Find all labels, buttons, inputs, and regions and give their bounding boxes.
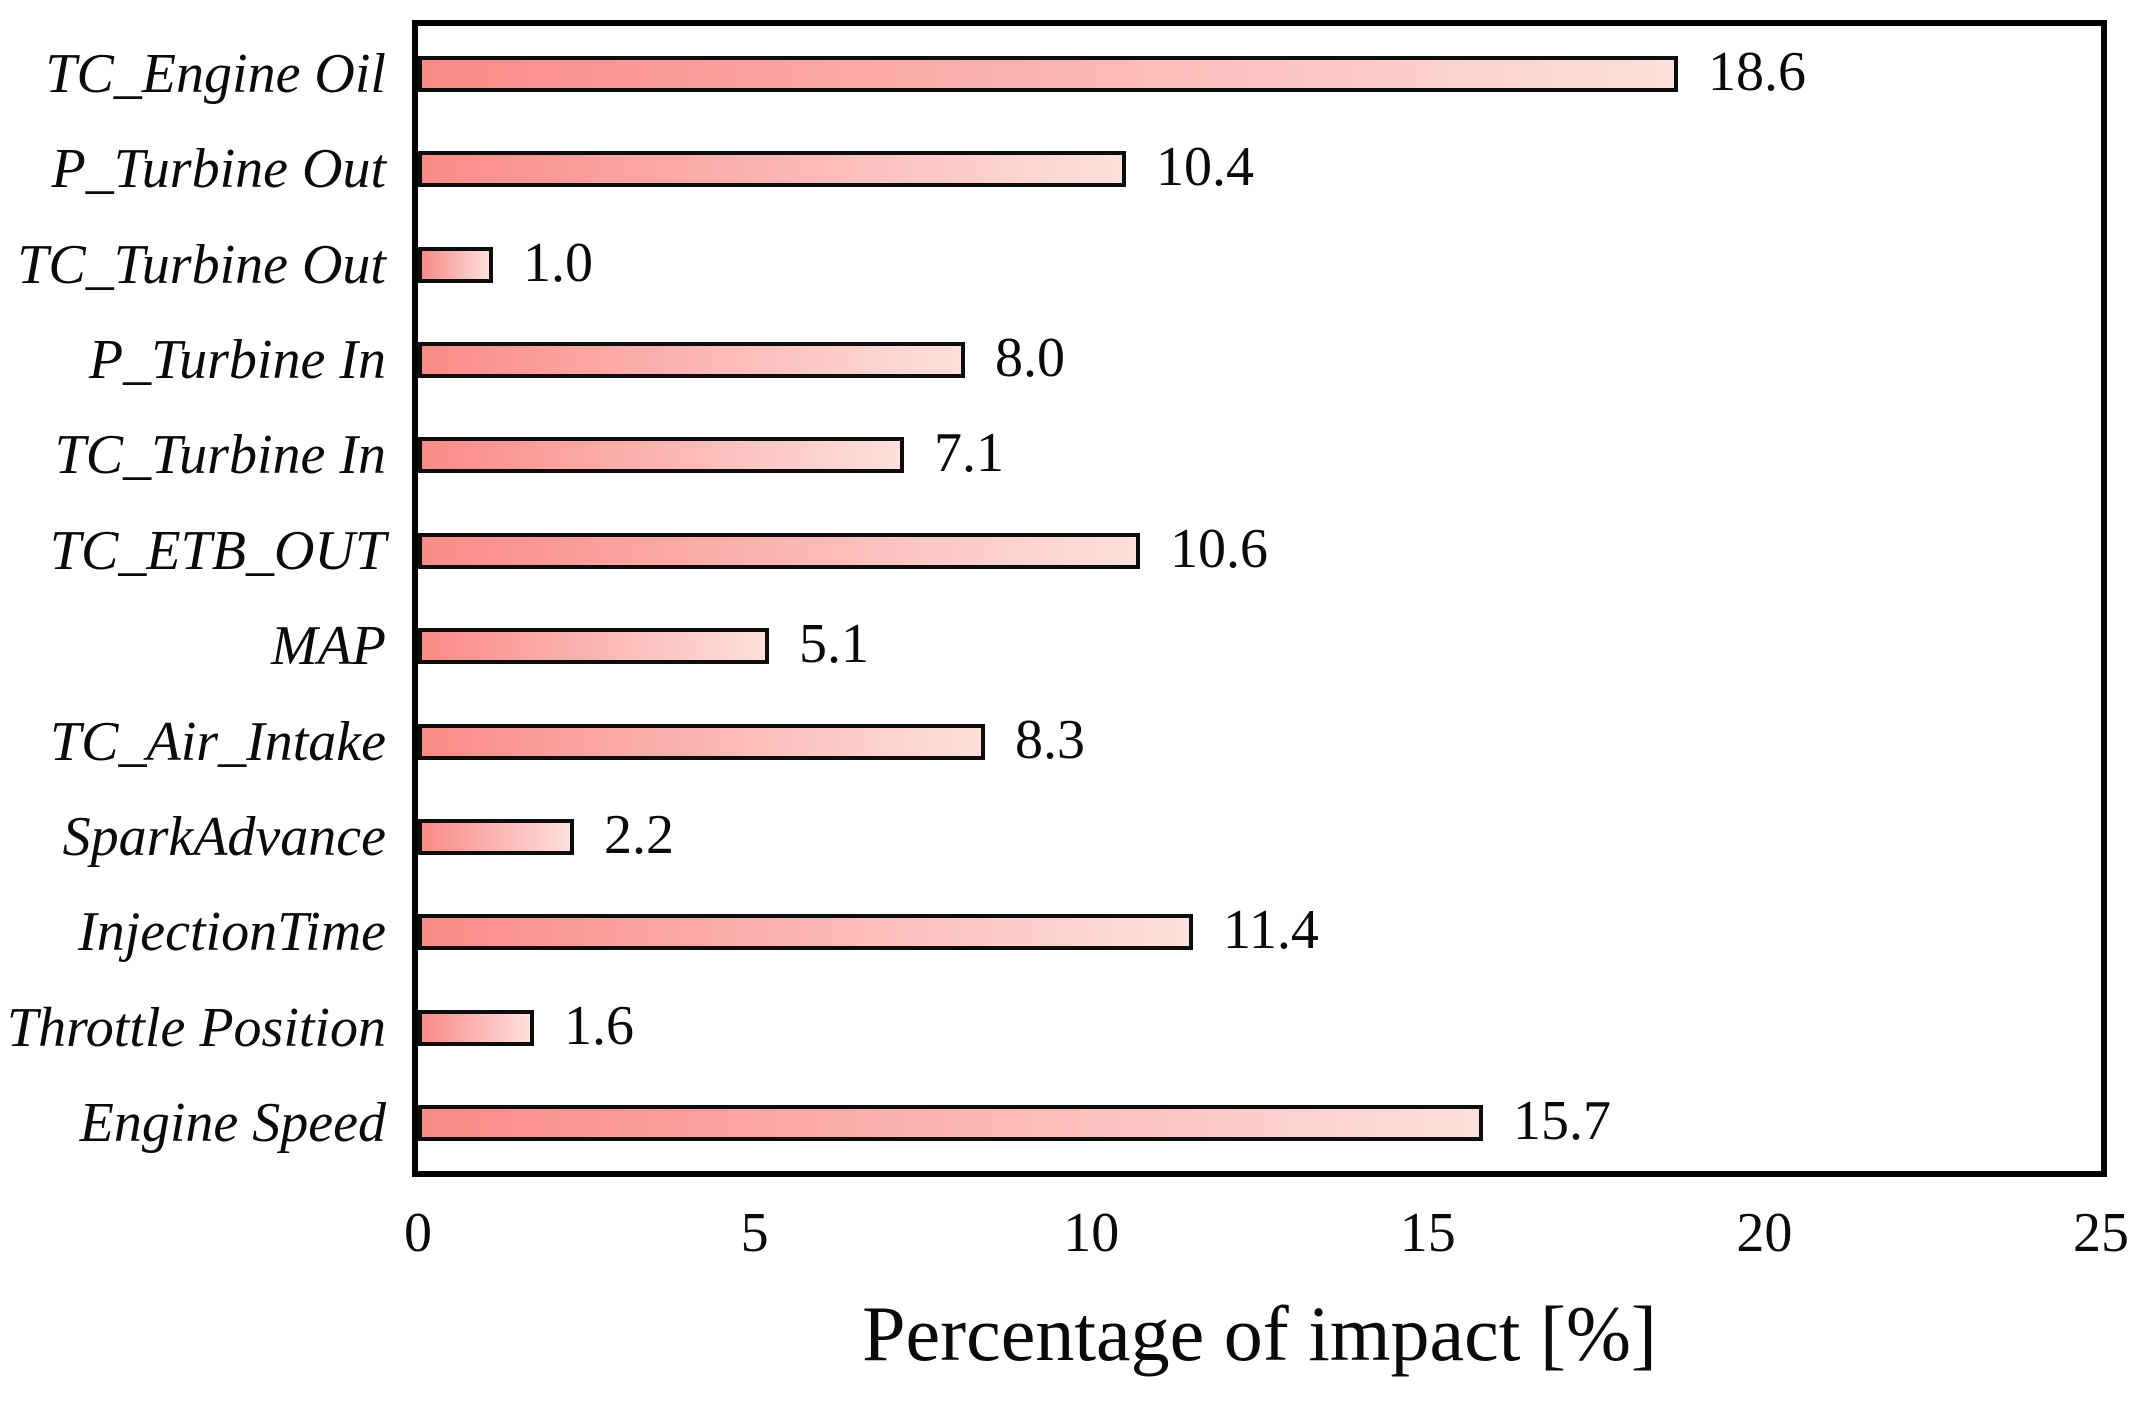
bar (418, 151, 1126, 188)
value-label: 15.7 (1513, 1090, 1611, 1153)
plot-area: 18.6 10.4 1.0 8.0 7.1 10.6 5.1 8.3 2.2 11.4 1.6 15.… (412, 20, 2107, 1177)
value-label: 10.6 (1170, 517, 1268, 580)
x-tick-label: 25 (2073, 1202, 2129, 1264)
x-tick-label: 15 (1399, 1202, 1456, 1264)
value-label: 11.4 (1223, 899, 1319, 962)
category-label: InjectionTime (78, 901, 386, 964)
bar (418, 1009, 534, 1046)
y-axis-category-labels: TC_Engine Oil P_Turbine Out TC_Turbine Out… (0, 26, 386, 1171)
bar-row: 10.6 (418, 521, 2101, 577)
bar-row: 7.1 (418, 425, 2101, 481)
category-label: TC_Turbine In (54, 424, 386, 487)
value-label: 2.2 (604, 804, 674, 867)
category-label: TC_ETB_OUT (49, 519, 386, 582)
value-label: 8.3 (1015, 708, 1085, 771)
bar (418, 723, 985, 760)
value-label: 7.1 (934, 422, 1004, 485)
value-label: 8.0 (995, 326, 1065, 389)
x-tick-label: 5 (740, 1202, 769, 1264)
category-label: TC_Turbine Out (17, 233, 386, 296)
bar-row: 8.0 (418, 330, 2101, 386)
bar (418, 437, 904, 474)
category-label: MAP (270, 615, 386, 678)
bar (418, 1105, 1483, 1142)
bar (418, 55, 1678, 92)
x-axis-title: Percentage of impact [%] (862, 1290, 1657, 1377)
category-label: TC_Air_Intake (50, 710, 386, 773)
bar-row: 1.6 (418, 998, 2101, 1054)
x-tick-label: 0 (404, 1202, 432, 1264)
bar-row: 10.4 (418, 139, 2101, 195)
value-label: 10.4 (1156, 136, 1254, 199)
bar (418, 914, 1193, 951)
bar-row: 18.6 (418, 44, 2101, 100)
value-label: 18.6 (1708, 40, 1806, 103)
category-label: SparkAdvance (62, 806, 386, 869)
bar-row: 11.4 (418, 902, 2101, 958)
bar (418, 532, 1140, 569)
x-tick-label: 20 (1736, 1202, 1793, 1264)
bar (418, 246, 493, 283)
bar (418, 341, 965, 378)
category-label: Engine Speed (79, 1092, 386, 1155)
x-tick-label: 10 (1063, 1202, 1120, 1264)
bar (418, 628, 769, 665)
plot-inner-area: 18.6 10.4 1.0 8.0 7.1 10.6 5.1 8.3 2.2 11.4 1.6 15.… (418, 26, 2101, 1171)
bar-row: 8.3 (418, 712, 2101, 768)
category-label: TC_Engine Oil (45, 42, 386, 105)
category-label: P_Turbine In (88, 328, 386, 391)
bar-row: 5.1 (418, 616, 2101, 672)
bar (418, 819, 574, 856)
bar-row: 2.2 (418, 807, 2101, 863)
bar-row: 15.7 (418, 1093, 2101, 1149)
bar-row: 1.0 (418, 235, 2101, 291)
value-label: 1.0 (523, 231, 593, 294)
value-label: 1.6 (564, 994, 634, 1057)
value-label: 5.1 (799, 613, 869, 676)
x-axis-tick-labels: 0 5 10 15 20 25 (404, 1202, 2129, 1275)
category-label: P_Turbine Out (51, 138, 386, 201)
category-label: Throttle Position (6, 996, 386, 1059)
